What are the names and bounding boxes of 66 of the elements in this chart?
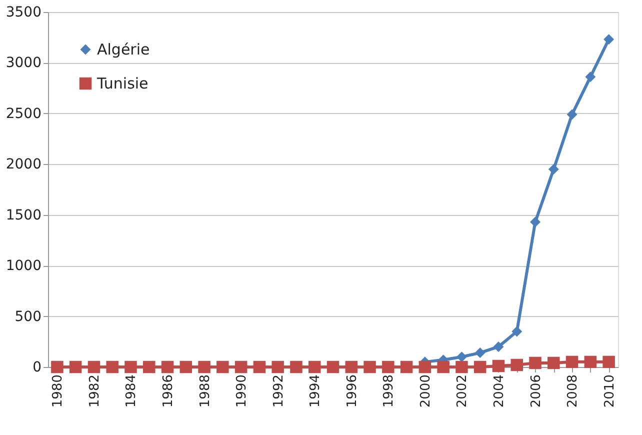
point xyxy=(69,360,82,374)
x-tick-label: 1992 xyxy=(271,374,286,408)
point xyxy=(161,360,174,374)
y-tick-label: 500 xyxy=(14,308,42,325)
point xyxy=(51,360,64,374)
point xyxy=(88,360,100,374)
point xyxy=(253,360,266,374)
point xyxy=(474,360,486,374)
point xyxy=(530,216,540,228)
x-tick-label: 2008 xyxy=(566,374,581,408)
point xyxy=(456,352,467,362)
point xyxy=(400,360,413,374)
point xyxy=(234,360,248,374)
point xyxy=(493,341,504,352)
point xyxy=(272,360,284,374)
point xyxy=(143,360,156,374)
point xyxy=(326,360,340,374)
y-tick-label: 0 xyxy=(32,360,42,376)
point xyxy=(418,360,432,374)
x-tick-label: 2010 xyxy=(602,374,618,408)
point xyxy=(512,326,522,337)
point xyxy=(548,356,560,370)
x-tick-label: 1990 xyxy=(234,374,250,408)
point xyxy=(602,356,615,368)
point xyxy=(216,360,229,374)
point xyxy=(529,356,542,370)
point xyxy=(308,360,321,374)
point xyxy=(492,360,505,372)
point xyxy=(437,360,450,374)
point xyxy=(290,360,302,374)
x-tick-label: 2002 xyxy=(455,374,470,408)
x-tick-label: 2004 xyxy=(492,374,507,408)
y-tick-label: 3000 xyxy=(6,55,42,72)
legend-label: Algérie xyxy=(97,40,150,58)
x-tick-label: 1980 xyxy=(50,374,66,408)
point xyxy=(124,360,137,374)
point xyxy=(198,360,210,374)
y-tick-label: 2000 xyxy=(6,156,42,173)
x-tick-label: 1996 xyxy=(344,374,360,408)
point xyxy=(106,360,118,374)
point xyxy=(180,360,192,374)
point xyxy=(584,356,597,368)
x-tick-label: 1994 xyxy=(308,374,324,408)
y-tick-label: 2500 xyxy=(6,106,42,122)
point xyxy=(382,360,394,374)
point xyxy=(604,34,614,45)
legend-label: Tunisie xyxy=(96,74,148,92)
point xyxy=(474,348,486,358)
point xyxy=(345,360,358,374)
x-tick-label: 1986 xyxy=(161,374,176,408)
point xyxy=(456,360,468,374)
x-tick-label: 1998 xyxy=(382,374,397,408)
y-tick-label: 1000 xyxy=(6,258,42,274)
point xyxy=(510,358,523,372)
y-tick-label: 3500 xyxy=(6,4,42,20)
point xyxy=(566,356,578,368)
x-tick-label: 1988 xyxy=(198,374,213,408)
x-tick-label: 1984 xyxy=(124,374,140,408)
y-tick-label: 1500 xyxy=(6,207,42,224)
x-tick-label: 1982 xyxy=(87,374,102,408)
x-tick-label: 2006 xyxy=(528,374,544,408)
point xyxy=(364,360,376,374)
point xyxy=(585,72,596,82)
point xyxy=(566,109,578,120)
x-tick-label: 2000 xyxy=(418,374,434,408)
point xyxy=(548,164,559,174)
